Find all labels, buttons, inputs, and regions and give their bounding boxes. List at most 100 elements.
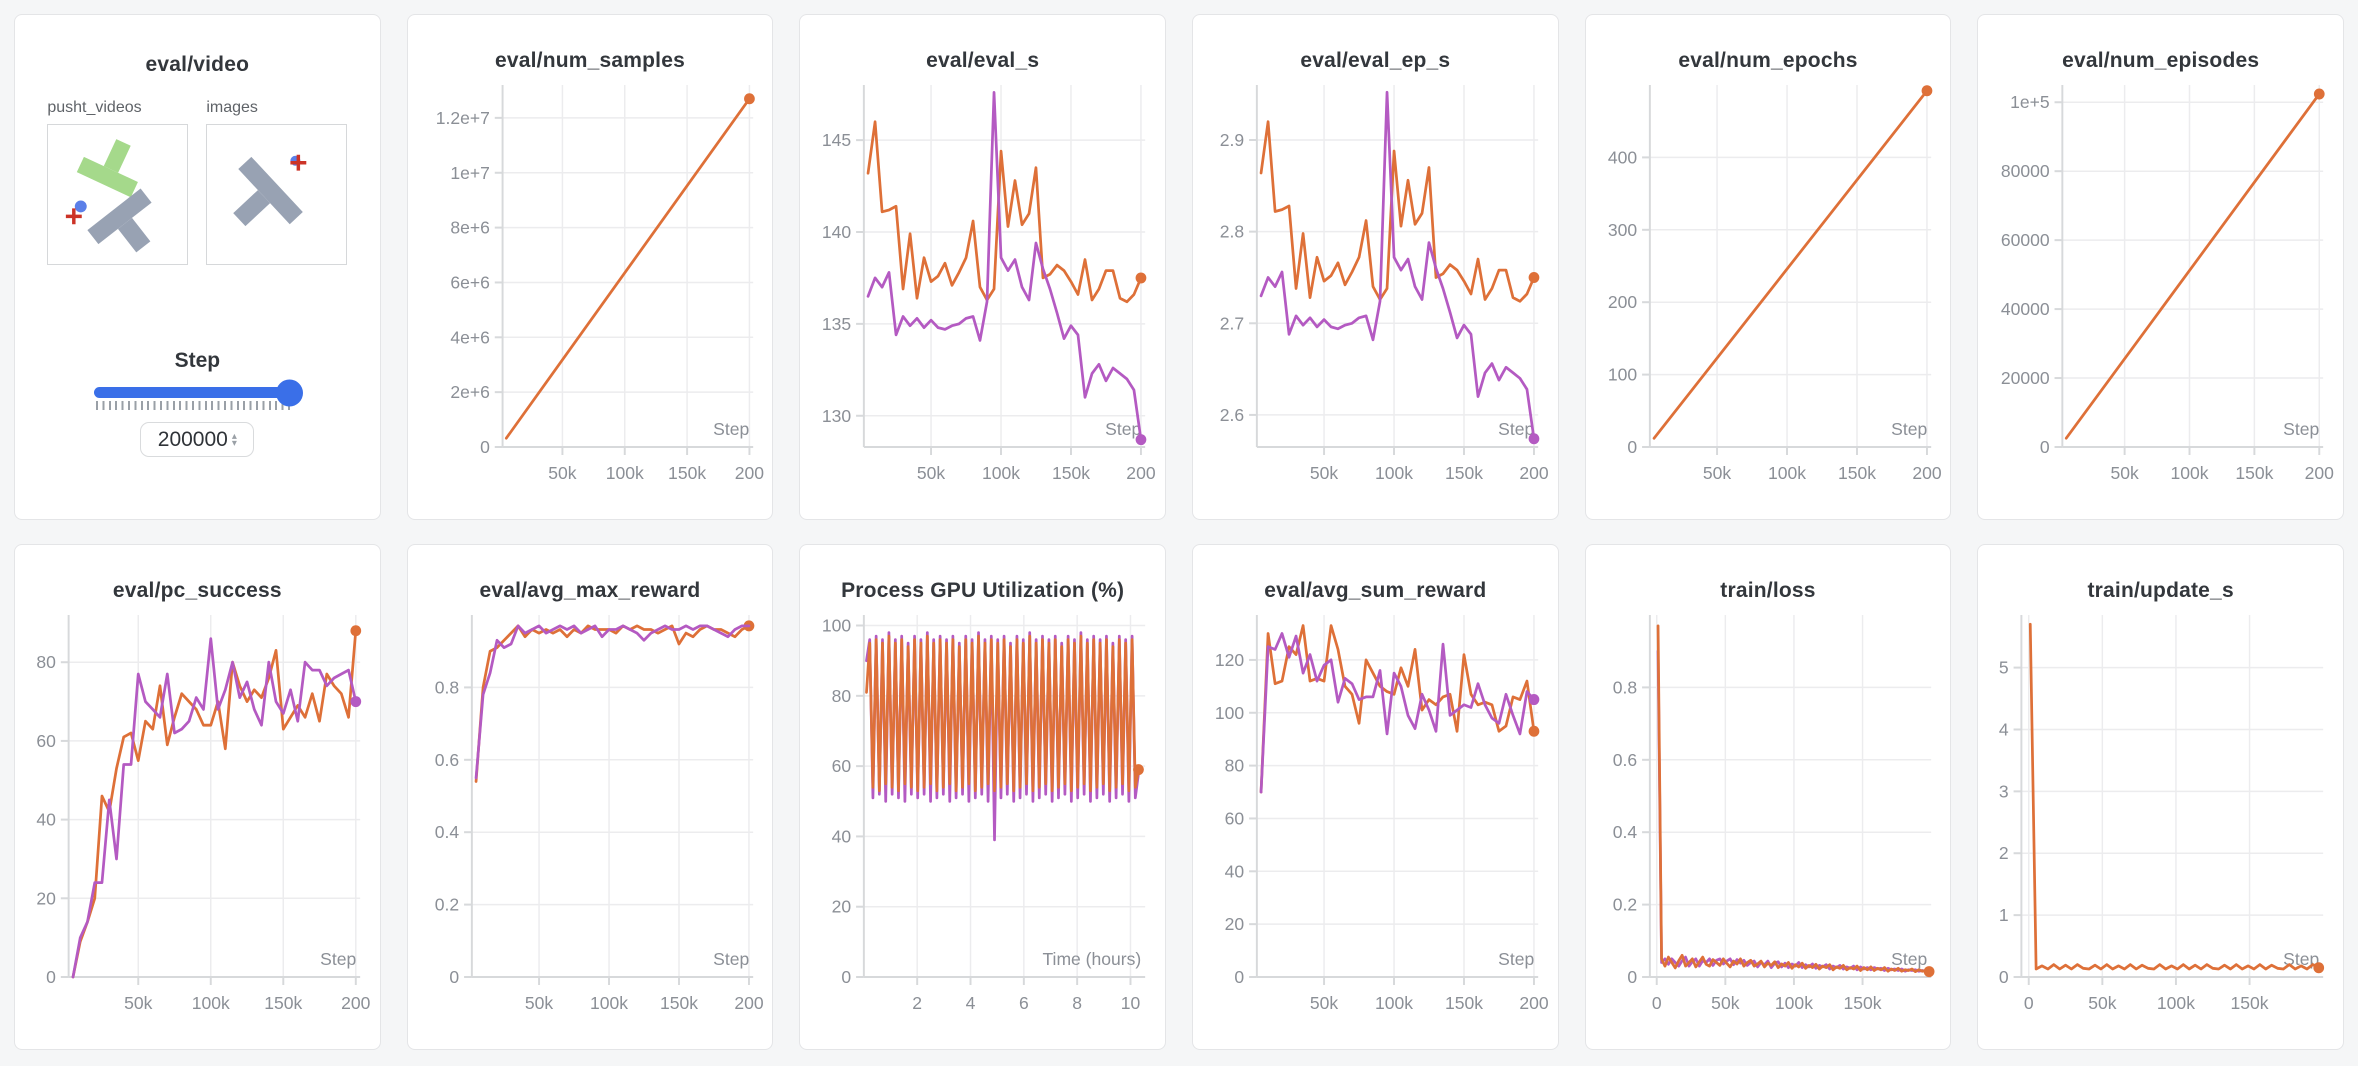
chart-plot: 50k 100k 150k 200 0 20 40 60 80 Step — [36, 615, 371, 1013]
svg-text:200: 200 — [1127, 463, 1156, 483]
panel-eval-num-samples[interactable]: eval/num_samples 50k 100k 150k 200 0 2e+6 4e+6 6… — [406, 14, 774, 520]
panel-eval-video[interactable]: eval/video pusht_videos — [14, 14, 381, 520]
svg-text:100: 100 — [822, 615, 851, 635]
chart-plot: 50k 100k 150k 200 0 2e+6 4e+6 6e+6 8e+6 1e+7 1.2e+… — [435, 85, 764, 483]
svg-text:0: 0 — [842, 967, 852, 987]
series-run-orange — [865, 634, 1141, 793]
series-run-orange — [1259, 624, 1536, 794]
pusht-videos-label: pusht_videos — [47, 99, 142, 116]
svg-text:100k: 100k — [590, 993, 628, 1013]
series-end-dot — [1528, 433, 1540, 445]
svg-text:20: 20 — [36, 888, 56, 908]
panel-eval-pc-success[interactable]: eval/pc_success 50k 100k 150k 200 0 20 40 60 80 St… — [14, 544, 381, 1050]
svg-text:80: 80 — [832, 686, 852, 706]
panel-eval-avg-sum-reward[interactable]: eval/avg_sum_reward 50k 100k 150k 200 0 20 40 60… — [1191, 544, 1559, 1050]
series-end-dot — [1528, 725, 1540, 737]
series-end-dot — [1528, 271, 1540, 283]
svg-text:4e+6: 4e+6 — [450, 327, 490, 347]
svg-text:2: 2 — [1999, 843, 2009, 863]
svg-text:5: 5 — [1999, 657, 2009, 677]
pusht-video-thumbnail[interactable] — [47, 124, 189, 265]
svg-text:300: 300 — [1608, 220, 1637, 240]
chart-title: eval/num_epochs — [1678, 49, 1858, 72]
svg-text:100k: 100k — [982, 463, 1020, 483]
media-thumbnails: pusht_videos — [15, 99, 380, 265]
panel-eval-eval-ep-s[interactable]: eval/eval_ep_s 50k 100k 150k 200 2.6 2.7 2.8 2.9… — [1191, 14, 1559, 520]
svg-text:100k: 100k — [1375, 463, 1413, 483]
svg-text:0.2: 0.2 — [434, 894, 458, 914]
step-slider-thumb[interactable] — [276, 379, 304, 406]
svg-text:50k: 50k — [1310, 463, 1338, 483]
series-end-dot — [1135, 272, 1147, 284]
svg-text:150k: 150k — [668, 463, 706, 483]
svg-text:20000: 20000 — [2001, 368, 2050, 388]
svg-text:0: 0 — [1652, 993, 1662, 1013]
series-end-dot — [743, 93, 755, 105]
svg-text:100k: 100k — [1775, 993, 1813, 1013]
svg-text:50k: 50k — [2111, 463, 2139, 483]
series-run-orange — [2065, 92, 2321, 440]
chart-plot: 50k 100k 150k 200 130 135 140 145 Step — [822, 85, 1156, 483]
series-run-purple — [867, 90, 1143, 442]
series-run-orange — [867, 120, 1143, 304]
svg-text:130: 130 — [822, 406, 851, 426]
svg-text:80000: 80000 — [2001, 161, 2050, 181]
panel-eval-num-episodes[interactable]: eval/num_episodes 50k 100k 150k 200 0 20000 400… — [1977, 14, 2344, 520]
chart-title: eval/num_episodes — [2062, 49, 2260, 72]
svg-text:50k: 50k — [1703, 463, 1731, 483]
step-input-value: 200000 — [157, 427, 228, 451]
panel-process-gpu-utilization-[interactable]: Process GPU Utilization (%) 2 4 6 8 10 0 20 40 60… — [799, 544, 1166, 1050]
panel-train-update-s[interactable]: train/update_s 0 50k 100k 150k 0 1 2 3 4 5 Step — [1977, 544, 2344, 1050]
svg-text:2e+6: 2e+6 — [450, 382, 490, 402]
svg-text:0: 0 — [1627, 967, 1637, 987]
x-axis-label: Step — [713, 419, 749, 439]
x-axis-label: Step — [1498, 949, 1534, 969]
x-axis-label: Step — [320, 949, 356, 969]
panel-eval-eval-s[interactable]: eval/eval_s 50k 100k 150k 200 130 135 140 145 Ste… — [799, 14, 1166, 520]
svg-text:150k: 150k — [1052, 463, 1090, 483]
svg-text:0.2: 0.2 — [1612, 894, 1636, 914]
images-thumbnail[interactable] — [206, 124, 348, 265]
svg-text:2.8: 2.8 — [1220, 221, 1245, 241]
x-axis-label: Step — [1498, 419, 1534, 439]
series-run-orange — [2029, 622, 2321, 971]
svg-text:50k: 50k — [124, 993, 152, 1013]
svg-text:6e+6: 6e+6 — [450, 272, 490, 292]
svg-text:2.9: 2.9 — [1220, 130, 1245, 150]
step-input-stepper-icons[interactable]: ▴ ▾ — [231, 430, 237, 449]
series-run-purple — [71, 637, 358, 979]
svg-text:100k: 100k — [192, 993, 230, 1013]
svg-text:0: 0 — [1234, 967, 1244, 987]
svg-text:2.6: 2.6 — [1220, 405, 1245, 425]
svg-text:200: 200 — [2305, 463, 2334, 483]
panel-train-loss[interactable]: train/loss 0 50k 100k 150k 0 0.2 0.4 0.6 0.8 Step — [1584, 544, 1952, 1050]
svg-text:150k: 150k — [1445, 463, 1483, 483]
svg-text:0: 0 — [449, 967, 459, 987]
series-run-orange — [474, 624, 750, 783]
svg-text:60: 60 — [1225, 808, 1245, 828]
x-axis-label: Step — [1891, 949, 1927, 969]
svg-text:100k: 100k — [2171, 463, 2209, 483]
slider-tick-marks — [96, 401, 293, 410]
step-input[interactable]: 200000 ▴ ▾ — [140, 422, 255, 457]
chart-title: eval/eval_s — [926, 49, 1040, 72]
svg-text:40: 40 — [36, 809, 56, 829]
svg-text:0: 0 — [1627, 437, 1637, 457]
svg-text:150k: 150k — [2231, 993, 2269, 1013]
svg-text:50k: 50k — [548, 463, 576, 483]
svg-text:8: 8 — [1073, 993, 1083, 1013]
svg-text:1: 1 — [1999, 905, 2009, 925]
svg-text:80: 80 — [36, 652, 56, 672]
svg-text:40000: 40000 — [2001, 299, 2050, 319]
svg-text:60000: 60000 — [2001, 230, 2050, 250]
chart-title: eval/avg_sum_reward — [1264, 579, 1487, 602]
svg-text:100k: 100k — [1375, 993, 1413, 1013]
step-slider[interactable] — [94, 379, 304, 406]
svg-text:60: 60 — [36, 731, 56, 751]
panel-eval-avg-max-reward[interactable]: eval/avg_max_reward 50k 100k 150k 200 0 0.2 0.4… — [406, 544, 774, 1050]
svg-text:0.8: 0.8 — [1612, 677, 1637, 697]
x-axis-label: Step — [713, 949, 749, 969]
svg-text:100: 100 — [1215, 703, 1244, 723]
panel-eval-num-epochs[interactable]: eval/num_epochs 50k 100k 150k 200 0 100 200 300 4… — [1584, 14, 1952, 520]
